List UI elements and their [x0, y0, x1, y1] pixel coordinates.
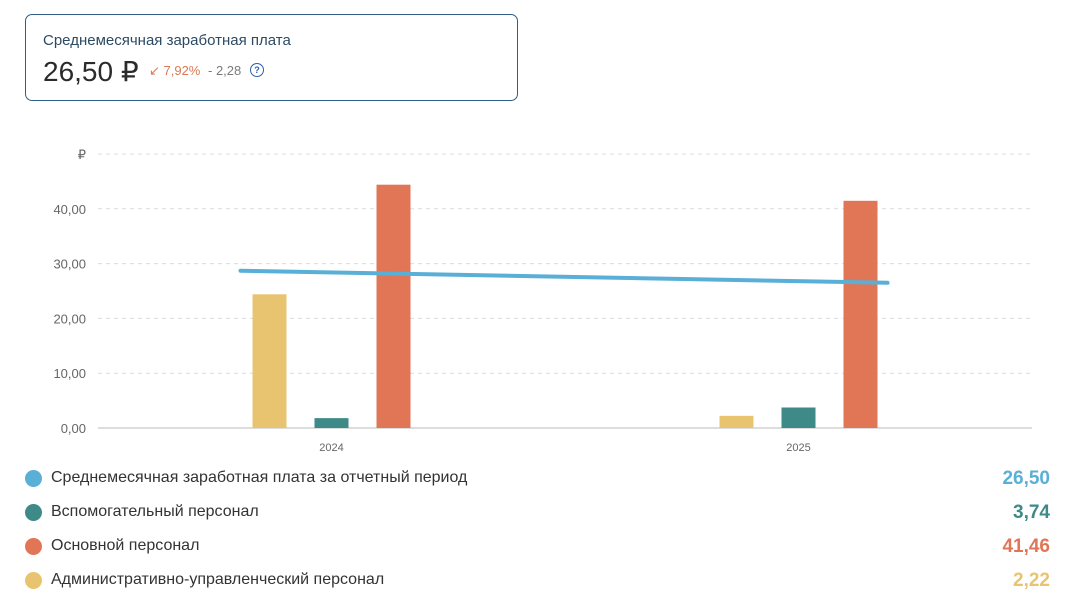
salary-chart: 0,00 10,00 20,00 30,00 40,00 ₽2024 2025 — [53, 147, 1032, 454]
legend-dot-average — [25, 470, 42, 487]
legend-label-admin: Административно-управленческий персонал — [51, 571, 385, 588]
legend-value-admin: 2,22 — [1013, 570, 1050, 591]
bar — [843, 200, 878, 428]
legend-dot-main — [25, 538, 42, 555]
y-tick-label: 30,00 — [53, 257, 86, 272]
legend-dot-auxiliary — [25, 504, 42, 521]
legend-item-auxiliary[interactable]: Вспомогательный персонал 3,74 — [25, 502, 1050, 523]
kpi-delta-absolute: - 2,28 — [208, 63, 242, 78]
legend-value-auxiliary: 3,74 — [1013, 502, 1050, 523]
y-unit-label: ₽ — [78, 147, 86, 162]
kpi-card: Среднемесячная заработная плата 26,50 ₽ … — [25, 14, 518, 101]
bar — [314, 418, 349, 428]
bar — [252, 294, 287, 428]
legend-item-admin[interactable]: Административно-управленческий персонал … — [25, 570, 1050, 591]
legend-item-main[interactable]: Основной персонал 41,46 — [25, 536, 1050, 557]
legend-item-average[interactable]: Среднемесячная заработная плата за отчет… — [25, 468, 1050, 489]
x-tick-label: 2024 — [319, 442, 343, 454]
legend-label-average: Среднемесячная заработная плата за отчет… — [51, 469, 468, 486]
kpi-delta-percent: ↙ 7,92% — [149, 63, 201, 78]
x-tick-label: 2025 — [786, 442, 810, 454]
legend-value-average: 26,50 — [1002, 468, 1050, 489]
kpi-value: 26,50 ₽ — [43, 56, 139, 87]
bar — [719, 415, 754, 428]
kpi-title: Среднемесячная заработная плата — [43, 32, 291, 49]
legend-label-main: Основной персонал — [51, 537, 200, 554]
legend-label-auxiliary: Вспомогательный персонал — [51, 503, 259, 520]
y-tick-label: 0,00 — [61, 421, 86, 436]
bar — [781, 407, 816, 428]
average-line — [238, 268, 890, 285]
y-tick-label: 10,00 — [53, 366, 86, 381]
y-tick-label: 40,00 — [53, 202, 86, 217]
legend-dot-admin — [25, 572, 42, 589]
legend-value-main: 41,46 — [1002, 536, 1050, 557]
y-tick-label: 20,00 — [53, 311, 86, 326]
help-icon[interactable]: ? — [250, 63, 264, 77]
bar — [376, 184, 411, 428]
